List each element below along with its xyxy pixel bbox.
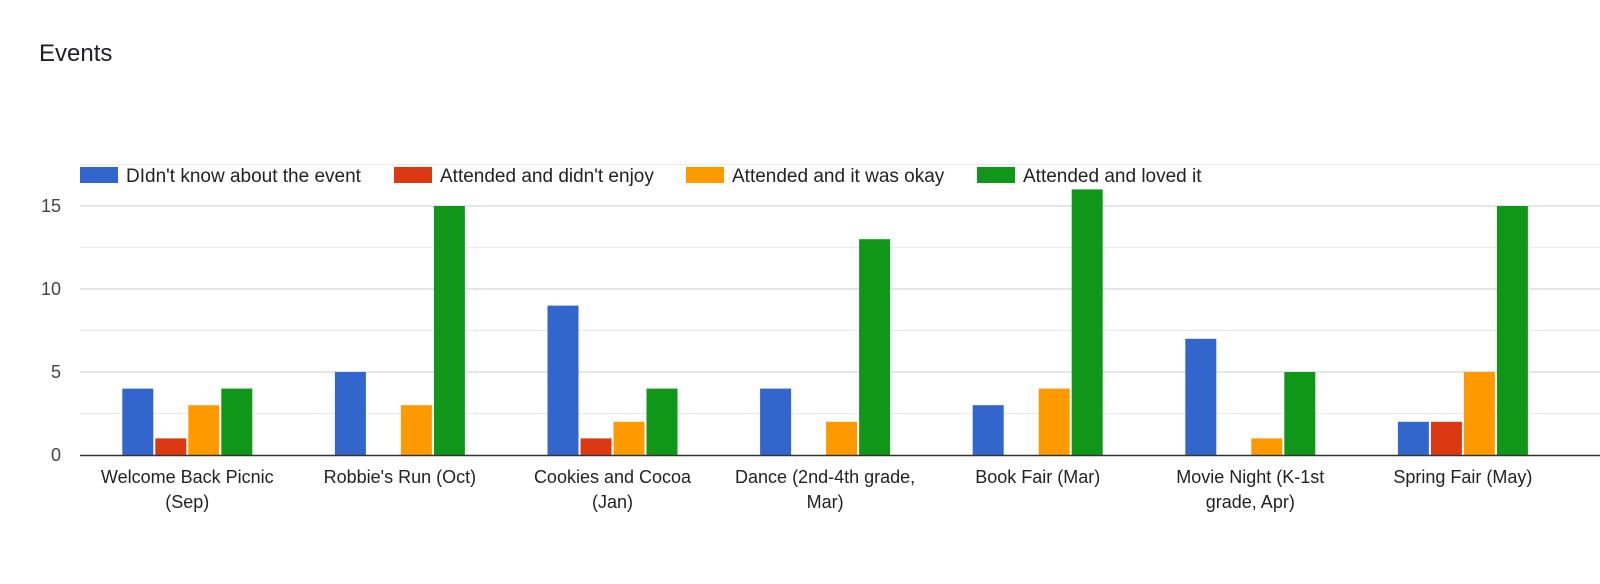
legend-label: Attended and loved it <box>1023 166 1202 187</box>
x-category-label: Robbie's Run (Oct) <box>324 467 477 487</box>
bar[interactable] <box>1251 438 1283 455</box>
bar[interactable] <box>221 388 253 455</box>
bar[interactable] <box>580 438 612 455</box>
bar[interactable] <box>188 405 220 455</box>
bar[interactable] <box>1463 372 1495 455</box>
legend-swatch <box>80 167 118 183</box>
legend-item[interactable]: Attended and it was okay <box>686 166 945 187</box>
x-category-label: Welcome Back Picnic (Sep) <box>101 467 274 512</box>
x-category-label: Movie Night (K-1st grade, Apr) <box>1176 467 1324 512</box>
legend-swatch <box>686 167 724 183</box>
bar[interactable] <box>826 421 858 455</box>
y-tick-label: 15 <box>41 196 61 216</box>
legend-swatch <box>977 167 1015 183</box>
bar[interactable] <box>334 372 366 455</box>
y-tick-label: 0 <box>51 445 61 465</box>
x-category-label: Dance (2nd-4th grade, Mar) <box>735 467 915 512</box>
y-tick-label: 10 <box>41 279 61 299</box>
legend-item[interactable]: Attended and didn't enjoy <box>394 166 654 187</box>
bar[interactable] <box>1038 388 1070 455</box>
x-category-label: Book Fair (Mar) <box>975 467 1100 487</box>
chart-title: Events <box>39 40 113 67</box>
bar[interactable] <box>1284 372 1316 455</box>
bar[interactable] <box>400 405 432 455</box>
bar[interactable] <box>760 388 792 455</box>
bar[interactable] <box>646 388 678 455</box>
x-category-label: Cookies and Cocoa (Jan) <box>534 467 692 512</box>
legend-label: Attended and it was okay <box>732 166 945 187</box>
bar[interactable] <box>1430 421 1462 455</box>
legend-item[interactable]: Attended and loved it <box>977 166 1202 187</box>
bar[interactable] <box>122 388 154 455</box>
bar[interactable] <box>1071 189 1103 455</box>
bars <box>122 189 1528 455</box>
legend: DIdn't know about the event Attended and … <box>80 166 1202 187</box>
bar[interactable] <box>1496 206 1528 455</box>
y-tick-label: 5 <box>51 362 61 382</box>
legend-swatch <box>394 167 432 183</box>
bar[interactable] <box>1185 338 1217 455</box>
bar[interactable] <box>433 206 465 455</box>
axes: 0 5 10 15 Welcome Back Picnic (Sep) Robbie's R… <box>41 196 1600 512</box>
legend-item[interactable]: DIdn't know about the event <box>80 166 362 187</box>
legend-label: DIdn't know about the event <box>126 166 362 187</box>
gridlines <box>80 164 1600 414</box>
bar[interactable] <box>613 421 645 455</box>
bar[interactable] <box>155 438 187 455</box>
bar[interactable] <box>1397 421 1429 455</box>
bar[interactable] <box>859 239 891 455</box>
x-category-label: Spring Fair (May) <box>1393 467 1532 487</box>
legend-label: Attended and didn't enjoy <box>440 166 654 187</box>
bar[interactable] <box>547 305 579 455</box>
bar[interactable] <box>972 405 1004 455</box>
